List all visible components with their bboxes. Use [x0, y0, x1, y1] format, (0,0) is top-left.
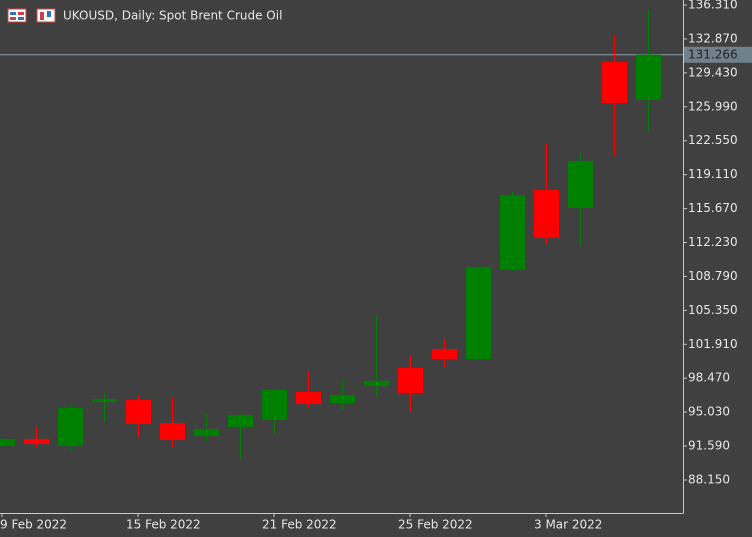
candle-body [92, 399, 117, 402]
last-price-label: 131.266 [688, 47, 738, 61]
candle-body [330, 394, 355, 403]
y-tick-label: 101.910 [688, 337, 738, 351]
candle-body [398, 367, 423, 393]
y-tick-label: 119.110 [688, 167, 738, 181]
candle-body [58, 407, 83, 446]
candle-body [296, 391, 321, 404]
candle-body [160, 422, 185, 440]
y-tick-label: 95.030 [688, 405, 730, 419]
x-tick-label: 25 Feb 2022 [398, 518, 473, 532]
y-tick-label: 108.790 [688, 269, 738, 283]
x-tick-label: 21 Feb 2022 [262, 518, 337, 532]
y-tick-label: 122.550 [688, 133, 738, 147]
x-tick-label: 9 Feb 2022 [0, 518, 67, 532]
y-tick-label: 132.870 [688, 31, 738, 45]
y-tick-label: 136.310 [688, 0, 738, 12]
candle-body [500, 194, 525, 271]
candle-body [228, 414, 253, 427]
x-tick-label: 15 Feb 2022 [126, 518, 201, 532]
candle-body [602, 62, 627, 104]
y-tick-label: 91.590 [688, 439, 730, 453]
candle-body [636, 54, 661, 100]
y-tick-label: 129.430 [688, 65, 738, 79]
symbol-icon [7, 8, 27, 23]
candle-body [126, 399, 151, 424]
candle-body [432, 349, 457, 359]
candle-body [262, 390, 287, 421]
candle-body [194, 428, 219, 436]
y-tick-label: 105.350 [688, 303, 738, 317]
y-tick-label: 98.470 [688, 371, 730, 385]
candle-body [534, 190, 559, 238]
candle-body [466, 266, 491, 359]
x-tick-label: 3 Mar 2022 [534, 518, 602, 532]
y-tick-label: 115.670 [688, 201, 738, 215]
y-tick-label: 88.150 [688, 472, 730, 486]
candle-body [568, 161, 593, 208]
candle-body [0, 438, 15, 446]
candle-body [24, 438, 49, 444]
chart-icon [36, 8, 56, 23]
chart-title: UKOUSD, Daily: Spot Brent Crude Oil [63, 9, 282, 23]
candle-body [364, 380, 389, 386]
y-tick-label: 125.990 [688, 99, 738, 113]
y-tick-label: 112.230 [688, 235, 738, 249]
last-price-box [684, 46, 752, 63]
